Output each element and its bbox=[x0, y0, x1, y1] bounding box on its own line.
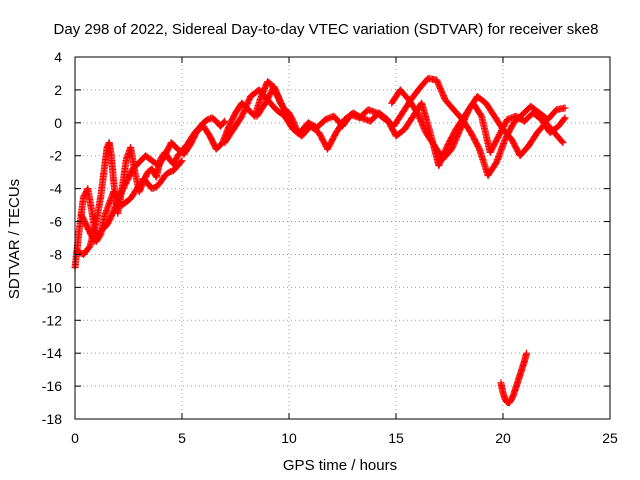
y-tick-label: -16 bbox=[42, 378, 62, 394]
x-tick-label: 15 bbox=[388, 430, 404, 446]
y-tick-label: -14 bbox=[42, 345, 62, 361]
x-tick-label: 25 bbox=[602, 430, 618, 446]
data-point-marker bbox=[558, 138, 566, 145]
grid-lines bbox=[75, 57, 610, 419]
data-point-marker bbox=[177, 158, 185, 166]
y-tick-label: -10 bbox=[42, 279, 62, 295]
y-tick-label: -4 bbox=[50, 181, 63, 197]
y-tick-label: 2 bbox=[54, 82, 62, 98]
data-point-marker bbox=[561, 104, 569, 112]
y-tick-label: 0 bbox=[54, 115, 62, 131]
x-tick-label: 0 bbox=[71, 430, 79, 446]
x-tick-label: 5 bbox=[178, 430, 186, 446]
y-tick-label: 4 bbox=[54, 49, 62, 65]
plot-frame bbox=[74, 56, 611, 420]
axis-ticks: 0 5 10 15 20 25 -18 -16 -14 -12 -10 -8 -6 -4 -2 0 2 4 bbox=[42, 49, 618, 446]
y-axis-label: SDTVAR / TECUs bbox=[6, 179, 23, 299]
data-point-marker bbox=[220, 118, 228, 126]
data-point-marker bbox=[523, 349, 530, 357]
data-point-marker bbox=[178, 157, 186, 165]
y-tick-label: -2 bbox=[50, 148, 63, 164]
y-tick-label: -8 bbox=[50, 246, 63, 262]
data-point-marker bbox=[561, 114, 569, 122]
data-point-marker bbox=[221, 117, 229, 125]
y-tick-label: -12 bbox=[42, 312, 62, 328]
data-points bbox=[71, 74, 569, 406]
series-track-7 bbox=[497, 349, 530, 406]
series-track-5 bbox=[253, 74, 569, 179]
x-tick-label: 20 bbox=[495, 430, 511, 446]
data-point-marker bbox=[560, 115, 568, 123]
data-point-marker bbox=[559, 139, 567, 147]
x-tick-label: 10 bbox=[281, 430, 297, 446]
chart-title: Day 298 of 2022, Sidereal Day-to-day VTE… bbox=[54, 21, 599, 38]
y-tick-label: -18 bbox=[42, 411, 62, 427]
series-track-6 bbox=[388, 86, 567, 163]
x-axis-label: GPS time / hours bbox=[283, 457, 397, 474]
y-tick-label: -6 bbox=[50, 214, 63, 230]
